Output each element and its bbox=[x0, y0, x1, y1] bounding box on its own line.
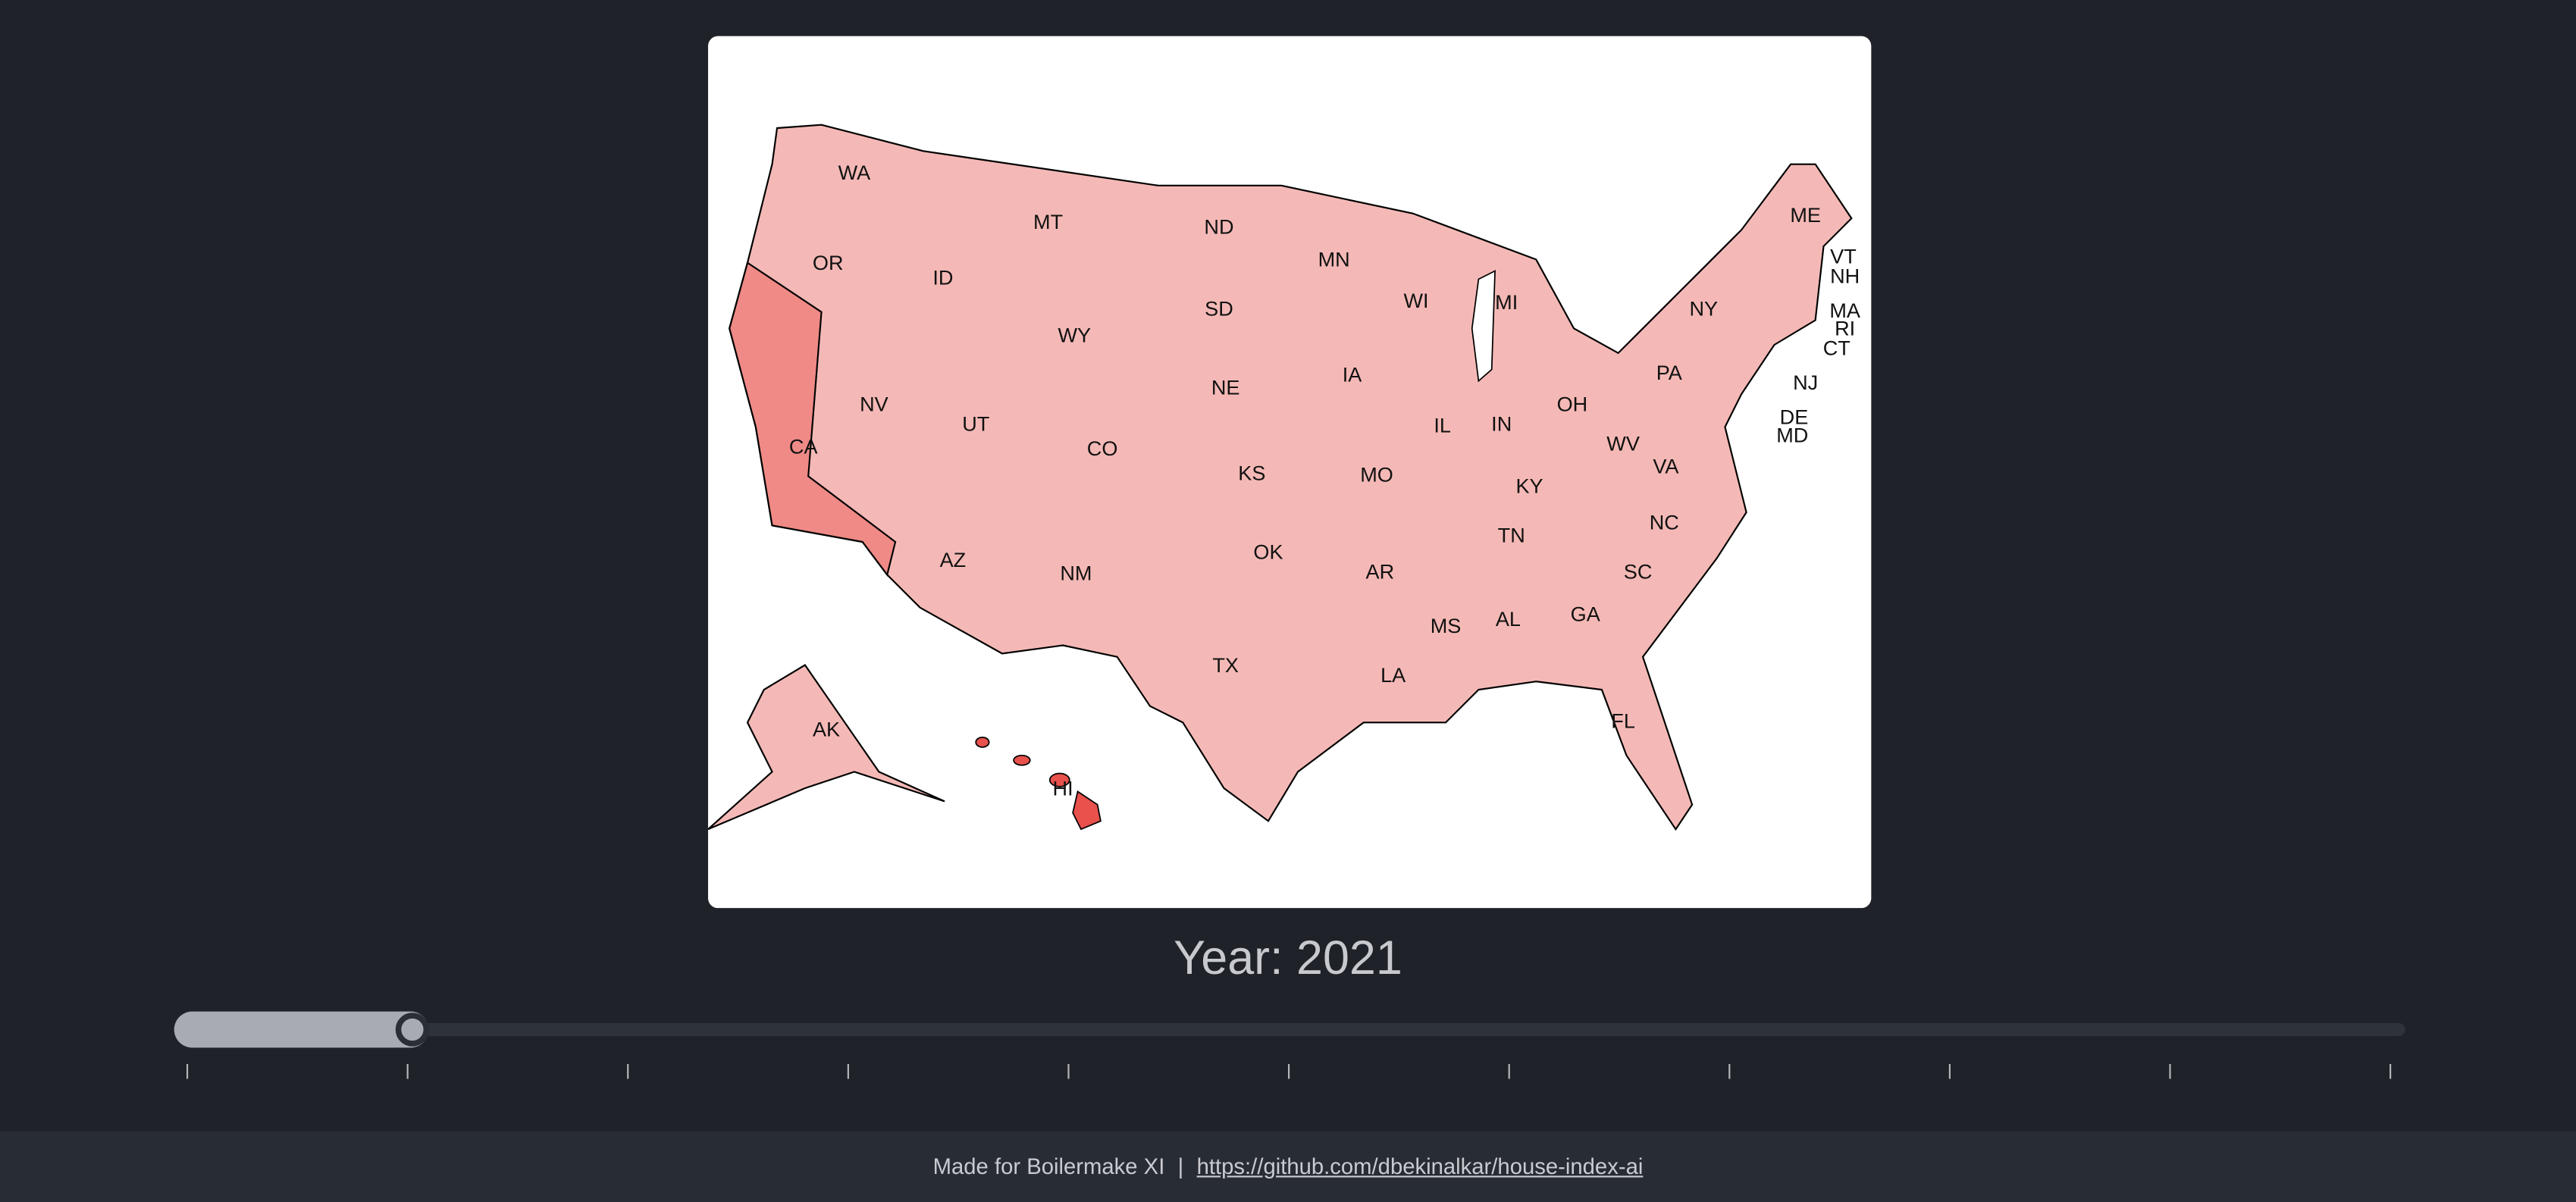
state-label: NV bbox=[860, 392, 888, 415]
repo-link[interactable]: https://github.com/dbekinalkar/house-ind… bbox=[1196, 1154, 1644, 1179]
state-label: MD bbox=[1776, 424, 1808, 447]
us-map: WA OR CA ID NV MT WY UT AZ CO NM ND SD NE KS OK TX MN IA MO… bbox=[708, 124, 1861, 831]
contiguous-us bbox=[729, 124, 1853, 831]
state-label: NC bbox=[1650, 510, 1679, 534]
slider-ticks bbox=[186, 1064, 2392, 1079]
state-label: IA bbox=[1343, 362, 1363, 386]
state-label: TN bbox=[1498, 524, 1525, 547]
state-label: SC bbox=[1624, 559, 1653, 583]
state-label: MN bbox=[1318, 248, 1350, 271]
state-label: HI bbox=[1053, 776, 1073, 800]
slider-fill bbox=[174, 1011, 429, 1048]
state-label: RI bbox=[1835, 317, 1855, 340]
year-slider[interactable] bbox=[0, 1002, 2576, 1100]
state-label: AL bbox=[1496, 607, 1521, 631]
state-label: NJ bbox=[1793, 371, 1818, 394]
state-label: MI bbox=[1495, 290, 1518, 314]
state-label: CT bbox=[1823, 336, 1851, 360]
footer-text: Made for Boilermake XI bbox=[932, 1154, 1165, 1179]
state-label: OH bbox=[1557, 392, 1588, 415]
hawaii-island bbox=[1048, 772, 1070, 787]
state-label: VT bbox=[1830, 244, 1857, 268]
state-label: CO bbox=[1087, 437, 1118, 460]
state-label: NY bbox=[1689, 297, 1718, 321]
state-label: WA bbox=[838, 161, 872, 184]
state-label: CA bbox=[789, 435, 819, 459]
state-label: IL bbox=[1434, 413, 1451, 437]
hawaii-island bbox=[1013, 754, 1031, 766]
state-label: AR bbox=[1366, 559, 1395, 583]
state-label: TX bbox=[1212, 653, 1239, 677]
state-label: ME bbox=[1790, 203, 1821, 227]
state-label: PA bbox=[1656, 361, 1683, 384]
state-label: KY bbox=[1516, 474, 1543, 498]
california bbox=[729, 261, 897, 577]
state-label: WY bbox=[1058, 323, 1091, 346]
footer-separator: | bbox=[1177, 1154, 1184, 1179]
footer: Made for Boilermake XI | https://github.… bbox=[0, 1131, 2576, 1202]
state-label: MA bbox=[1829, 299, 1861, 322]
year-label: Year: 2021 bbox=[1174, 932, 1402, 986]
state-label: SD bbox=[1205, 297, 1233, 321]
state-label: GA bbox=[1571, 603, 1601, 626]
state-label: IN bbox=[1491, 412, 1512, 435]
state-label: OR bbox=[813, 251, 844, 274]
state-label: UT bbox=[962, 412, 989, 435]
state-label: ND bbox=[1204, 214, 1233, 238]
state-label: WV bbox=[1606, 431, 1640, 455]
hawaii-island bbox=[975, 736, 990, 748]
slider-track bbox=[174, 1022, 2405, 1037]
state-label: OK bbox=[1253, 540, 1283, 563]
state-label: VA bbox=[1653, 455, 1679, 478]
hawaii-island bbox=[1072, 790, 1102, 831]
state-label: NH bbox=[1830, 264, 1860, 287]
state-label: WI bbox=[1403, 289, 1428, 312]
state-label: AZ bbox=[940, 548, 967, 571]
state-label: ID bbox=[932, 265, 953, 289]
state-label: NE bbox=[1211, 376, 1240, 399]
state-label: DE bbox=[1780, 405, 1809, 429]
slider-thumb[interactable] bbox=[395, 1013, 430, 1047]
state-label: NM bbox=[1060, 562, 1092, 585]
state-label: MO bbox=[1360, 463, 1393, 487]
state-label: MT bbox=[1033, 210, 1063, 233]
map-card: WA OR CA ID NV MT WY UT AZ CO NM ND SD NE KS OK TX MN IA MO… bbox=[708, 36, 1872, 909]
state-label: AK bbox=[813, 717, 840, 740]
state-label: FL bbox=[1611, 709, 1635, 733]
great-lakes bbox=[1471, 270, 1496, 383]
state-label: MS bbox=[1431, 614, 1462, 637]
state-label: KS bbox=[1238, 461, 1265, 484]
state-label: LA bbox=[1380, 663, 1406, 687]
alaska bbox=[708, 664, 945, 831]
hawaii bbox=[975, 736, 1102, 831]
